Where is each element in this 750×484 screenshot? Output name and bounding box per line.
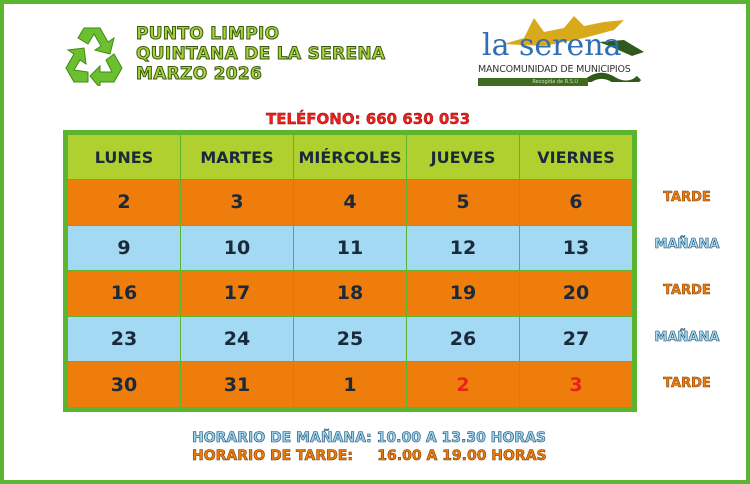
shift-label: TARDE <box>663 376 711 392</box>
date-cell: 23 <box>68 316 180 362</box>
date-cell: 27 <box>520 316 632 362</box>
date-cell: 1 <box>294 362 406 407</box>
date-cell: 31 <box>181 362 293 407</box>
logo-tagline: Recogida de R.S.U <box>478 78 588 86</box>
morning-hours: HORARIO DE MAÑANA: 10.00 A 13.30 HORAS <box>192 430 547 447</box>
date-cell: 5 <box>407 180 519 225</box>
shift-label: TARDE <box>663 190 711 206</box>
date-cell: 3 <box>520 362 632 407</box>
shift-label: MAÑANA <box>654 236 720 252</box>
title-line-3: MARZO 2026 <box>135 64 263 85</box>
logo-landscape-icon <box>504 16 644 82</box>
recycle-icon <box>65 27 123 86</box>
shift-label: TARDE <box>663 283 711 299</box>
date-cell: 2 <box>68 180 180 225</box>
title-line-1: PUNTO LIMPIO <box>135 24 280 45</box>
header-title: PUNTO LIMPIO QUINTANA DE LA SERENA MARZO… <box>135 24 386 85</box>
date-cell: 18 <box>294 271 406 316</box>
date-cell: 6 <box>520 180 632 225</box>
day-header: MARTES <box>181 135 293 179</box>
logo-subtitle: MANCOMUNIDAD DE MUNICIPIOS <box>478 64 631 75</box>
date-cell: 2 <box>407 362 519 407</box>
date-cell: 16 <box>68 271 180 316</box>
date-cell: 9 <box>68 225 180 271</box>
title-line-2: QUINTANA DE LA SERENA <box>135 44 386 65</box>
date-cell: 10 <box>181 225 293 271</box>
calendar-table: LUNES MARTES MIÉRCOLES JUEVES VIERNES 2 3 4 5 6 9 1… <box>63 130 637 412</box>
date-cell: 26 <box>407 316 519 362</box>
date-cell: 13 <box>520 225 632 271</box>
afternoon-hours: HORARIO DE TARDE: 16.00 A 19.00 HORAS <box>192 448 547 465</box>
date-cell: 25 <box>294 316 406 362</box>
date-cell: 11 <box>294 225 406 271</box>
date-cell: 20 <box>520 271 632 316</box>
shift-label: MAÑANA <box>654 329 720 345</box>
la-serena-logo: la serena MANCOMUNIDAD DE MUNICIPIOS Rec… <box>474 12 644 92</box>
day-header: LUNES <box>68 135 180 179</box>
phone-number: TELÉFONO: 660 630 053 <box>266 110 471 128</box>
date-cell: 12 <box>407 225 519 271</box>
date-cell: 30 <box>68 362 180 407</box>
day-header: JUEVES <box>407 135 519 179</box>
date-cell: 19 <box>407 271 519 316</box>
day-header: MIÉRCOLES <box>294 135 406 179</box>
logo-name: la serena <box>482 28 622 63</box>
date-cell: 24 <box>181 316 293 362</box>
date-cell: 4 <box>294 180 406 225</box>
day-header: VIERNES <box>520 135 632 179</box>
date-cell: 3 <box>181 180 293 225</box>
date-cell: 17 <box>181 271 293 316</box>
